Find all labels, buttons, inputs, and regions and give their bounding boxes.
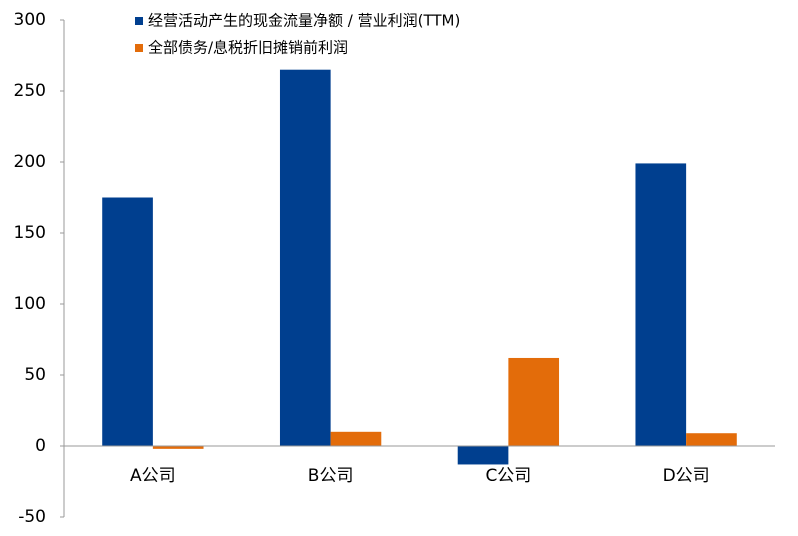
legend-swatch xyxy=(135,17,143,25)
y-tick-label: 50 xyxy=(24,365,46,385)
x-tick-label: B公司 xyxy=(308,466,354,486)
y-tick-label: 250 xyxy=(14,81,46,101)
y-tick-label: 200 xyxy=(14,152,46,172)
bar xyxy=(102,197,153,446)
y-tick-label: 0 xyxy=(35,436,46,456)
bar xyxy=(635,163,687,447)
x-tick-label: A公司 xyxy=(130,466,176,486)
bar xyxy=(330,431,382,446)
y-tick-label: 100 xyxy=(14,294,46,314)
bar xyxy=(279,69,331,446)
y-tick-label: 150 xyxy=(14,223,46,243)
x-tick-label: C公司 xyxy=(485,466,531,486)
bar xyxy=(457,446,509,465)
legend-label: 全部债务/息税折旧摊销前利润 xyxy=(148,39,348,57)
legend-label: 经营活动产生的现金流量净额 / 营业利润(TTM) xyxy=(148,12,460,30)
y-tick-label: -50 xyxy=(18,507,46,527)
y-tick-label: 300 xyxy=(14,10,46,30)
x-tick-label: D公司 xyxy=(663,466,710,486)
bar xyxy=(686,433,737,446)
bar xyxy=(152,446,204,449)
bar xyxy=(508,357,560,446)
legend-swatch xyxy=(135,44,143,52)
